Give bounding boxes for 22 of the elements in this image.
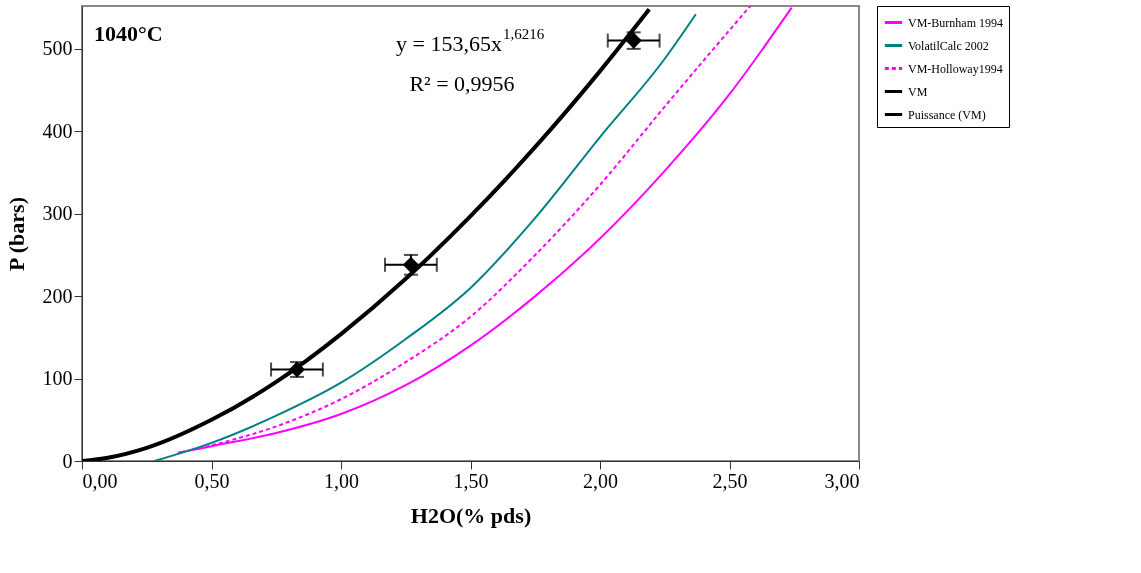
y-tick-label: 0 <box>62 449 73 472</box>
y-tick-label: 400 <box>42 119 73 142</box>
annotation: 1040°C <box>94 21 163 46</box>
x-tick-label: 1,00 <box>324 469 359 492</box>
x-tick-label: 2,00 <box>583 469 618 492</box>
x-tick-label: 0,50 <box>194 469 230 492</box>
x-tick-label: 0,00 <box>82 469 118 492</box>
y-tick-label: 300 <box>42 202 73 225</box>
y-tick-label: 100 <box>42 367 73 390</box>
legend-label: VM-Burnham 1994 <box>908 15 1003 30</box>
x-tick-label: 1,50 <box>453 469 489 492</box>
legend-label: VM <box>908 84 928 99</box>
legend-label: VolatilCalc 2002 <box>908 38 989 53</box>
legend-label: VM-Holloway1994 <box>908 61 1003 76</box>
legend-label: Puissance (VM) <box>908 107 986 122</box>
x-axis-title: H2O(% pds) <box>410 502 532 528</box>
x-tick-label: 2,50 <box>712 469 748 492</box>
y-tick-label: 200 <box>42 284 73 307</box>
y-axis-title: P (bars) <box>3 197 29 271</box>
y-tick-label: 500 <box>42 37 73 60</box>
annotation: R² = 0,9956 <box>409 71 515 96</box>
x-tick-label: 3,00 <box>824 469 860 492</box>
